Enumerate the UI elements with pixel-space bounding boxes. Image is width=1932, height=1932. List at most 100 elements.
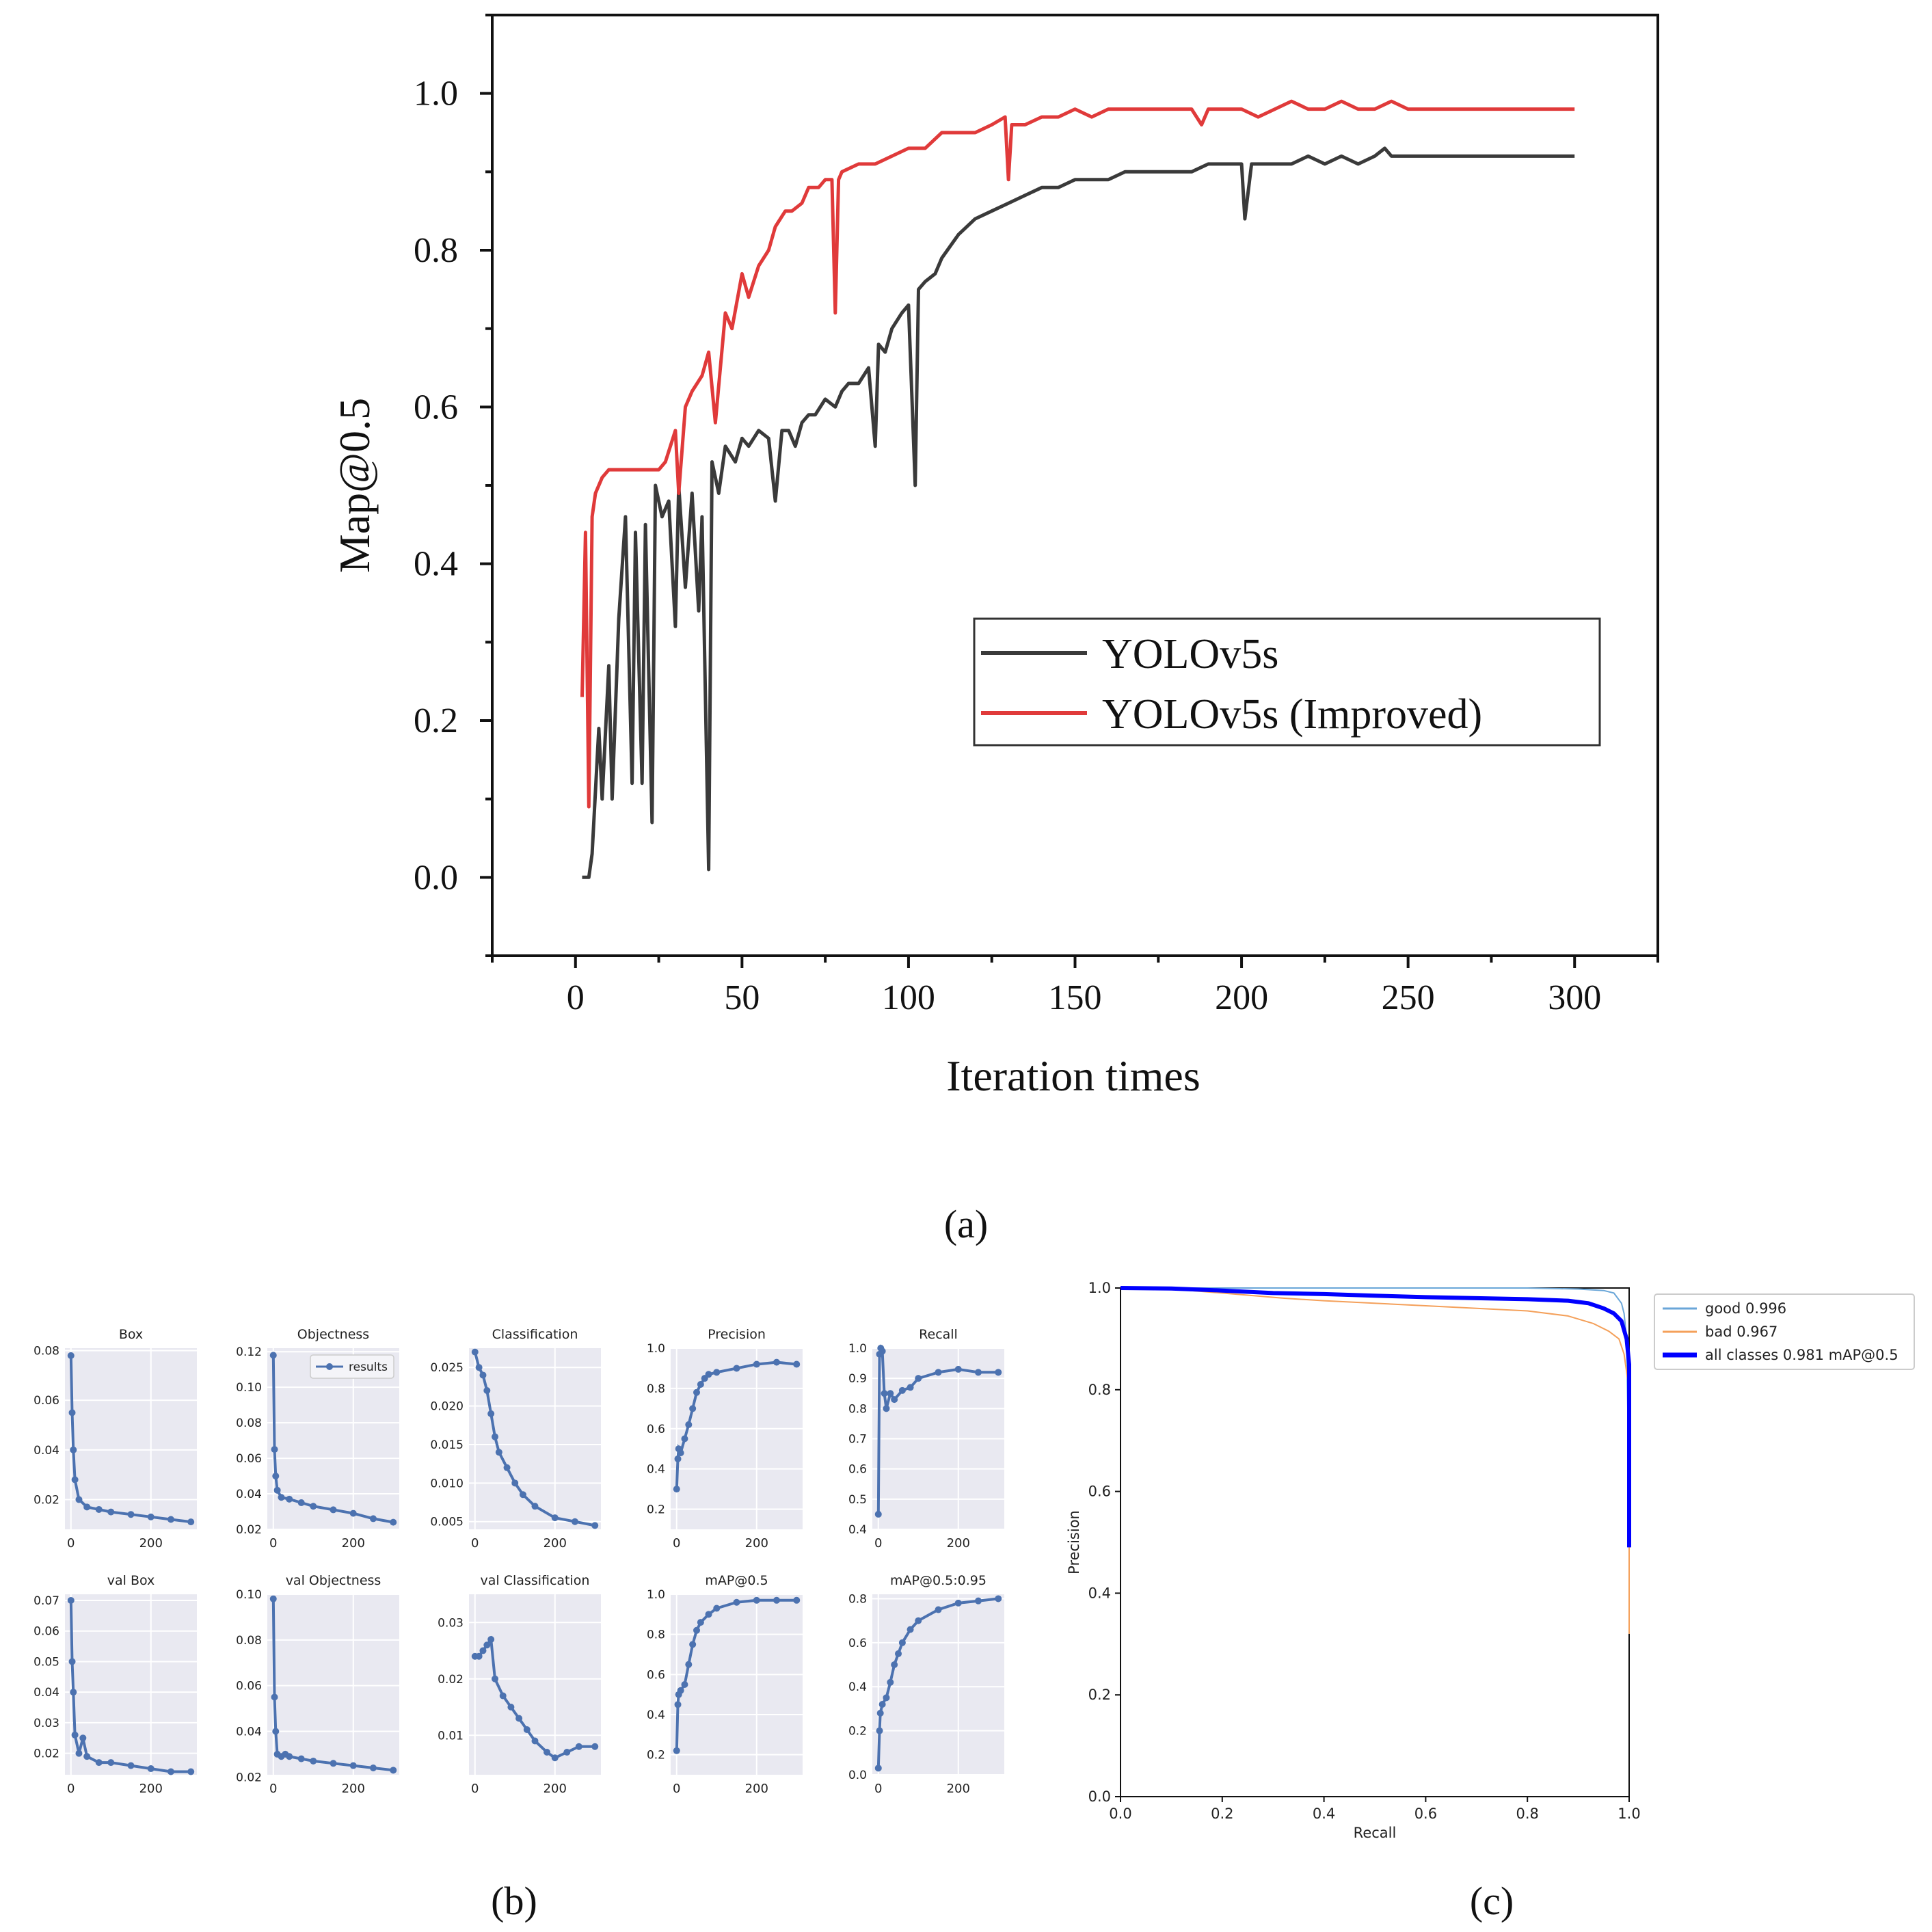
subplot-title: val Objectness <box>286 1573 381 1588</box>
y-axis-label: Map@0.5 <box>330 398 379 573</box>
data-point <box>915 1375 922 1382</box>
y-tick-label: 0.08 <box>33 1345 59 1358</box>
data-point <box>330 1506 337 1514</box>
chart-c: 0.0 0.2 0.4 0.6 0.8 1.0 0.0 0.2 0.4 0.6 0.8 1.0 Reca… <box>1066 1280 1915 1841</box>
data-point <box>147 1513 155 1520</box>
x-tick-label: 100 <box>882 978 935 1017</box>
data-point <box>733 1365 740 1372</box>
data-point <box>733 1598 740 1606</box>
data-point <box>891 1661 898 1669</box>
data-point <box>773 1358 780 1366</box>
y-tick-label: 0.5 <box>848 1493 867 1507</box>
x-axis-label: Recall <box>1354 1825 1397 1841</box>
data-point <box>874 1510 882 1518</box>
data-point <box>503 1464 511 1471</box>
y-tick-label: 0.04 <box>33 1444 59 1458</box>
y-tick-label: 0.8 <box>647 1628 665 1642</box>
y-tick-label: 0.6 <box>848 1463 867 1477</box>
data-point <box>349 1762 357 1769</box>
y-tick-label: 1.0 <box>647 1342 665 1356</box>
y-tick-label: 0.4 <box>848 1680 867 1694</box>
subplot: Box 0 200 0.02 0.04 0.06 0.08 <box>33 1327 197 1551</box>
data-point <box>187 1518 195 1526</box>
data-point <box>876 1727 883 1734</box>
y-tick-label: 0.06 <box>236 1452 262 1466</box>
x-tick-label: 200 <box>139 1536 163 1551</box>
data-point <box>83 1753 91 1760</box>
data-point <box>67 1596 75 1604</box>
data-point <box>523 1726 531 1733</box>
subplot: val Objectness 0 200 0.02 0.04 0.06 0.08 0.10 <box>236 1573 399 1796</box>
x-tick-label: 1.0 <box>1618 1806 1640 1822</box>
data-point <box>995 1595 1002 1602</box>
data-point <box>531 1737 539 1745</box>
y-tick-label: 0.02 <box>33 1493 59 1507</box>
data-point <box>705 1371 712 1378</box>
y-tick-label: 0.0 <box>848 1769 867 1782</box>
data-point <box>673 1486 680 1493</box>
data-point <box>677 1449 684 1457</box>
x-tick-label: 50 <box>724 978 760 1017</box>
chart-a: 0 50 100 150 200 250 300 0.0 0.2 0.4 0.6 0.8 1.0 Iter… <box>330 14 1659 1100</box>
data-point <box>685 1661 693 1668</box>
data-point <box>479 1371 487 1379</box>
y-axis-label: Precision <box>1066 1510 1082 1574</box>
y-tick-label: 0.8 <box>1088 1382 1111 1398</box>
data-point <box>753 1360 760 1368</box>
data-point <box>297 1755 305 1762</box>
y-tick-label: 0.0 <box>1088 1788 1111 1805</box>
panel-label-c: (c) <box>1470 1879 1514 1923</box>
subplot: mAP@0.5:0.95 0 200 0.0 0.2 0.4 0.6 0.8 <box>848 1573 1004 1796</box>
x-tick-label: 200 <box>342 1782 365 1796</box>
x-tick-label: 0 <box>874 1782 882 1796</box>
y-tick-label: 1.0 <box>414 75 458 113</box>
data-point <box>127 1511 135 1518</box>
data-point <box>519 1491 526 1499</box>
data-point <box>95 1505 103 1513</box>
data-point <box>147 1765 155 1773</box>
data-point <box>483 1387 491 1395</box>
data-point <box>954 1599 962 1607</box>
x-tick-label: 200 <box>947 1536 970 1551</box>
legend-box <box>973 617 1601 747</box>
y-tick-label: 0.2 <box>1088 1687 1111 1703</box>
data-point <box>369 1515 377 1522</box>
y-tick-label: 0.4 <box>647 1463 665 1477</box>
data-point <box>272 1473 280 1480</box>
x-tick-label: 200 <box>544 1536 567 1551</box>
y-tick-label: 0.10 <box>236 1381 262 1395</box>
data-point <box>713 1605 721 1612</box>
y-tick-label: 0.6 <box>1088 1484 1111 1500</box>
y-tick-label: 0.12 <box>236 1345 262 1359</box>
data-point <box>935 1606 942 1613</box>
data-point <box>269 1595 277 1602</box>
x-tick-label: 0 <box>67 1536 75 1551</box>
y-tick-label: 0.0 <box>414 858 458 897</box>
y-tick-label: 0.4 <box>647 1708 665 1722</box>
data-point <box>793 1360 801 1368</box>
data-point <box>544 1749 551 1756</box>
subplot-title: Classification <box>492 1327 578 1342</box>
y-tick-label: 0.005 <box>430 1516 464 1529</box>
y-tick-label: 0.04 <box>236 1726 262 1739</box>
data-point <box>79 1734 87 1742</box>
data-point <box>887 1678 894 1686</box>
x-tick-label: 0 <box>471 1782 479 1796</box>
data-point <box>487 1410 495 1417</box>
data-point <box>935 1369 942 1376</box>
subplot-background <box>872 1594 1004 1775</box>
x-tick-label: 0.2 <box>1211 1806 1233 1822</box>
data-point <box>271 1693 278 1701</box>
data-point <box>75 1496 83 1503</box>
data-point <box>571 1518 578 1525</box>
y-tick-label: 0.02 <box>236 1523 262 1537</box>
series-line <box>1120 1286 1631 1548</box>
subplot: Objectness 0 200 0.02 0.04 0.06 0.08 0.10 0.12 re… <box>236 1327 399 1551</box>
y-tick-label: 0.8 <box>848 1592 867 1606</box>
y-tick-label: 0.08 <box>236 1634 262 1648</box>
data-point <box>881 1390 888 1397</box>
data-point <box>915 1617 922 1624</box>
subplot-title: Objectness <box>297 1327 369 1342</box>
data-point <box>475 1364 483 1371</box>
x-tick-label: 0 <box>269 1536 277 1551</box>
